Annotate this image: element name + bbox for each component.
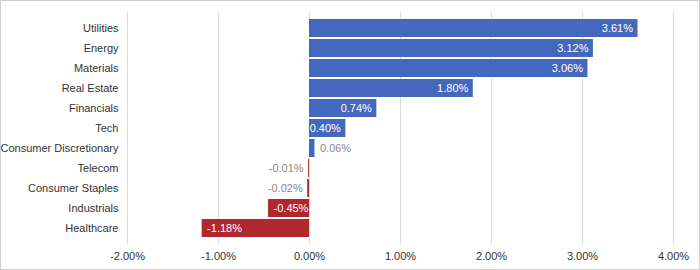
svg-text:Utilities: Utilities [83, 22, 119, 34]
svg-text:1.80%: 1.80% [437, 82, 468, 94]
svg-text:Industrials: Industrials [68, 202, 119, 214]
svg-text:3.06%: 3.06% [552, 62, 583, 74]
svg-text:-0.02%: -0.02% [268, 182, 303, 194]
svg-text:0.40%: 0.40% [310, 122, 341, 134]
svg-text:Telecom: Telecom [78, 162, 119, 174]
svg-text:Materials: Materials [74, 62, 119, 74]
svg-text:1.00%: 1.00% [385, 250, 416, 262]
svg-text:Tech: Tech [95, 122, 118, 134]
svg-text:-2.00%: -2.00% [110, 250, 145, 262]
svg-text:3.12%: 3.12% [557, 42, 588, 54]
svg-text:0.74%: 0.74% [341, 102, 372, 114]
svg-text:-1.18%: -1.18% [207, 222, 242, 234]
svg-text:Energy: Energy [84, 42, 119, 54]
svg-text:-0.45%: -0.45% [274, 202, 309, 214]
svg-text:3.61%: 3.61% [602, 22, 633, 34]
svg-text:Real Estate: Real Estate [62, 82, 119, 94]
svg-text:2.00%: 2.00% [476, 250, 507, 262]
svg-text:3.00%: 3.00% [567, 250, 598, 262]
svg-text:4.00%: 4.00% [658, 250, 689, 262]
svg-text:0.00%: 0.00% [294, 250, 325, 262]
svg-text:Financials: Financials [69, 102, 119, 114]
svg-text:Consumer Staples: Consumer Staples [28, 182, 119, 194]
svg-text:-0.01%: -0.01% [269, 162, 304, 174]
svg-text:-1.00%: -1.00% [201, 250, 236, 262]
svg-text:0.06%: 0.06% [320, 142, 351, 154]
svg-text:Healthcare: Healthcare [65, 222, 118, 234]
svg-text:Consumer Discretionary: Consumer Discretionary [1, 142, 119, 154]
